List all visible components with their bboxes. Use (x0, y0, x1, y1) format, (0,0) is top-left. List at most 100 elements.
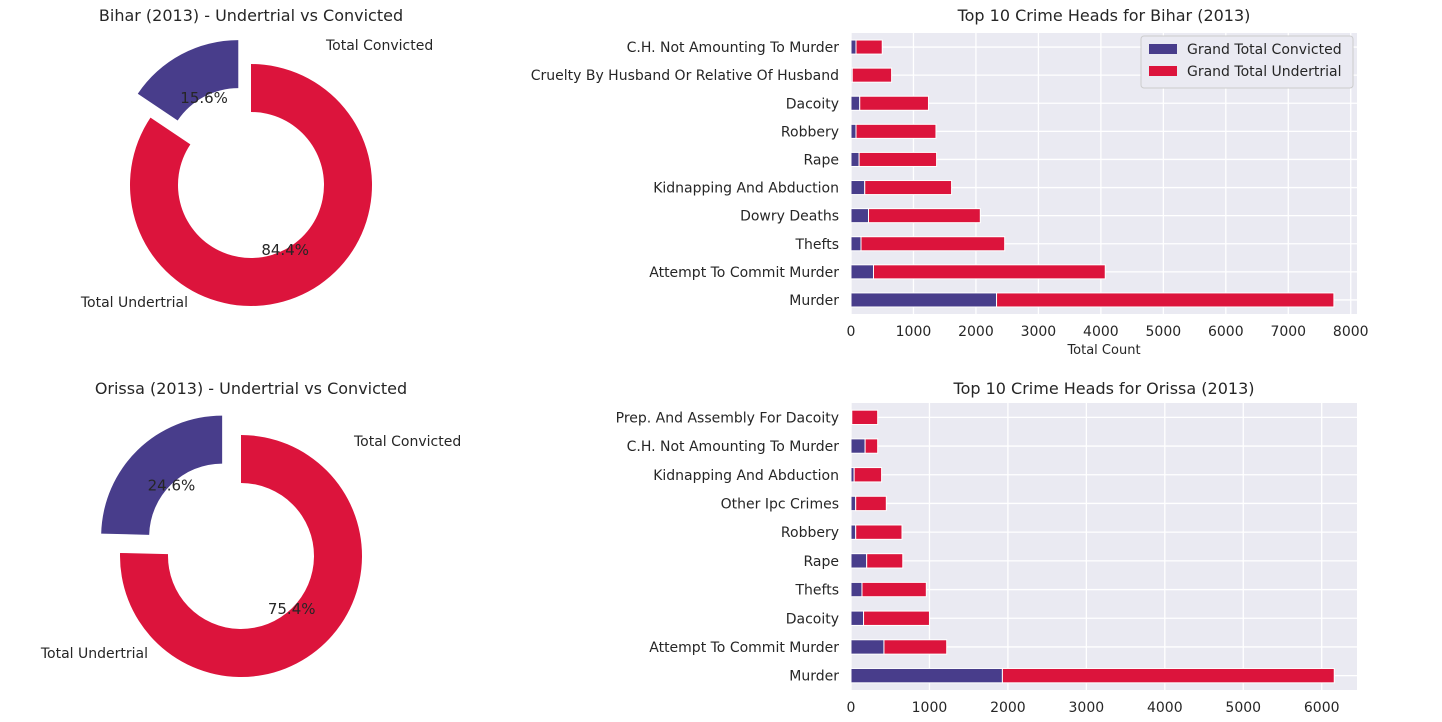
y-tick-label: Dowry Deaths (740, 209, 839, 225)
x-tick-label: 2000 (958, 324, 994, 340)
x-tick-label: 1000 (896, 324, 932, 340)
legend-label-grand-total-convicted: Grand Total Convicted (1187, 42, 1342, 58)
legend-swatch-grand-total-convicted (1149, 44, 1177, 54)
y-tick-label: Thefts (794, 583, 839, 599)
x-tick-label: 0 (847, 324, 856, 340)
bar-grand-total-convicted-dowry-deaths (850, 208, 869, 224)
bar-grand-total-undertrial-cruelty-by-husband-or-relative-of-husband (851, 67, 893, 83)
bihar-donut-chart: Bihar (2013) - Undertrial vs Convicted T… (80, 6, 433, 311)
y-tick-label: Other Ipc Crimes (721, 496, 839, 512)
donut-label-total-convicted: Total Convicted (353, 434, 461, 450)
bar-grand-total-undertrial-c-h-not-amounting-to-murder (855, 39, 883, 55)
x-axis-label: Total Count (1066, 343, 1140, 358)
donut-label-total-undertrial: Total Undertrial (40, 646, 148, 662)
legend-frame (1140, 35, 1354, 89)
bar-grand-total-undertrial-robbery (855, 524, 903, 540)
orissa-donut-chart: Orissa (2013) - Undertrial vs Convicted … (40, 379, 461, 677)
x-tick-label: 7000 (1270, 324, 1306, 340)
orissa-bar-title: Top 10 Crime Heads for Orissa (2013) (953, 379, 1255, 398)
y-tick-label: Attempt To Commit Murder (649, 265, 839, 281)
y-tick-label: Robbery (781, 525, 839, 541)
donut-slice-total-convicted (137, 40, 239, 121)
bar-grand-total-undertrial-rape (866, 553, 904, 569)
x-tick-label: 8000 (1333, 324, 1369, 340)
bar-grand-total-convicted-murder (850, 667, 1003, 684)
y-tick-label: Attempt To Commit Murder (649, 640, 839, 656)
y-tick-label: Rape (804, 152, 840, 168)
bar-grand-total-undertrial-other-ipc-crimes (855, 495, 887, 512)
bar-grand-total-convicted-c-h-not-amounting-to-murder (850, 438, 866, 454)
bar-grand-total-undertrial-robbery (855, 123, 937, 139)
donut-slice-total-convicted (101, 415, 223, 535)
bar-grand-total-undertrial-dacoity (859, 95, 929, 111)
bar-grand-total-undertrial-thefts (861, 581, 927, 598)
bar-grand-total-undertrial-kidnapping-and-abduction (864, 180, 953, 196)
x-tick-label: 2000 (990, 700, 1026, 716)
donut-label-total-undertrial: Total Undertrial (80, 295, 188, 311)
bar-grand-total-convicted-rape (850, 151, 860, 167)
orissa-donut-title: Orissa (2013) - Undertrial vs Convicted (95, 379, 407, 398)
y-tick-label: Murder (789, 293, 839, 309)
bar-grand-total-convicted-attempt-to-commit-murder (850, 264, 874, 280)
bihar-bar-title: Top 10 Crime Heads for Bihar (2013) (957, 6, 1251, 25)
bihar-donut-title: Bihar (2013) - Undertrial vs Convicted (99, 6, 403, 25)
bar-grand-total-undertrial-c-h-not-amounting-to-murder (864, 438, 879, 454)
bar-grand-total-convicted-thefts (850, 236, 862, 252)
donut-slice-total-undertrial (129, 64, 372, 306)
bar-grand-total-undertrial-murder (996, 292, 1335, 308)
donut-pct-total-convicted: 24.6% (148, 477, 196, 495)
x-tick-label: 5000 (1225, 700, 1261, 716)
bar-grand-total-undertrial-thefts (860, 236, 1006, 252)
x-tick-label: 1000 (912, 700, 948, 716)
y-tick-label: C.H. Not Amounting To Murder (627, 40, 840, 56)
x-tick-label: 6000 (1208, 324, 1244, 340)
orissa-bar-chart: Top 10 Crime Heads for Orissa (2013) 0 10… (616, 379, 1357, 716)
bar-grand-total-undertrial-murder (1001, 667, 1335, 684)
y-tick-label: Kidnapping And Abduction (653, 181, 839, 197)
donut-label-total-convicted: Total Convicted (325, 38, 433, 54)
bar-grand-total-undertrial-attempt-to-commit-murder (883, 639, 948, 655)
x-tick-label: 5000 (1146, 324, 1182, 340)
bar-grand-total-convicted-robbery (850, 123, 857, 139)
bar-grand-total-convicted-robbery (850, 524, 857, 540)
donut-slice-total-undertrial (120, 435, 363, 677)
bar-grand-total-convicted-rape (850, 553, 868, 569)
y-tick-label: Prep. And Assembly For Dacoity (616, 410, 839, 426)
bar-grand-total-undertrial-kidnapping-and-abduction (853, 467, 883, 483)
x-tick-label: 6000 (1304, 700, 1340, 716)
bar-grand-total-convicted-other-ipc-crimes (850, 495, 857, 512)
y-tick-label: Murder (789, 669, 839, 685)
bar-grand-total-convicted-dacoity (850, 95, 861, 111)
legend: Grand Total Convicted Grand Total Undertr… (1140, 35, 1354, 89)
x-tick-label: 0 (847, 700, 856, 716)
bar-grand-total-convicted-kidnapping-and-abduction (850, 180, 866, 196)
donut-pct-total-undertrial: 84.4% (261, 241, 309, 259)
y-tick-label: Dacoity (786, 96, 839, 112)
y-tick-label: C.H. Not Amounting To Murder (627, 439, 840, 455)
bar-grand-total-undertrial-attempt-to-commit-murder (872, 264, 1106, 280)
bar-grand-total-convicted-murder (850, 292, 998, 308)
bar-grand-total-undertrial-dowry-deaths (867, 208, 981, 224)
y-tick-label: Robbery (781, 124, 839, 140)
bar-grand-total-undertrial-dacoity (863, 610, 930, 626)
bar-grand-total-convicted-dacoity (850, 610, 865, 626)
y-tick-label: Cruelty By Husband Or Relative Of Husban… (531, 68, 839, 84)
bihar-bar-chart: Top 10 Crime Heads for Bihar (2013) 0 100… (531, 6, 1369, 358)
y-tick-label: Thefts (794, 237, 839, 253)
y-tick-label: Kidnapping And Abduction (653, 468, 839, 484)
x-tick-label: 3000 (1021, 324, 1057, 340)
bar-grand-total-undertrial-prep-and-assembly-for-dacoity (851, 409, 879, 426)
bar-grand-total-convicted-thefts (850, 581, 863, 598)
y-tick-label: Dacoity (786, 611, 839, 627)
x-tick-label: 3000 (1069, 700, 1105, 716)
bar-grand-total-convicted-c-h-not-amounting-to-murder (850, 39, 857, 55)
donut-pct-total-undertrial: 75.4% (268, 600, 316, 618)
bar-grand-total-undertrial-rape (858, 151, 938, 167)
bar-grand-total-convicted-attempt-to-commit-murder (850, 639, 885, 655)
x-tick-label: 4000 (1147, 700, 1183, 716)
x-tick-label: 4000 (1083, 324, 1119, 340)
legend-swatch-grand-total-undertrial (1149, 66, 1177, 76)
y-tick-label: Rape (804, 554, 840, 570)
donut-pct-total-convicted: 15.6% (180, 89, 228, 107)
